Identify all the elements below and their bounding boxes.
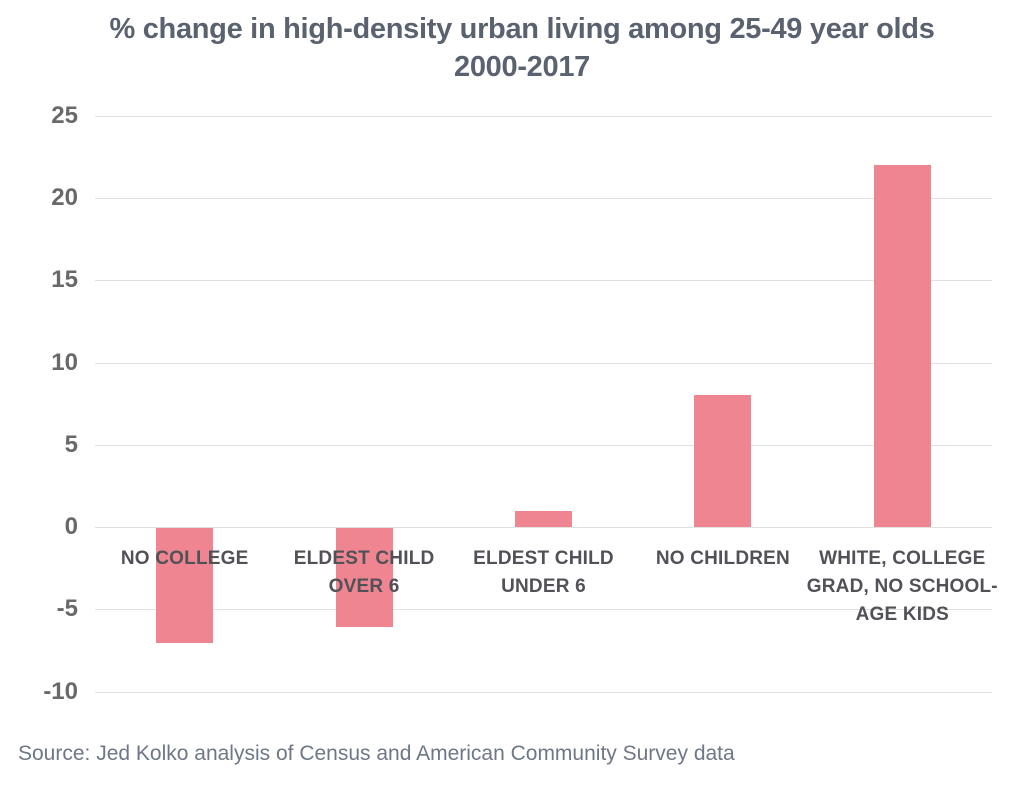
chart-title: % change in high-density urban living am… bbox=[109, 13, 935, 45]
category-label: ELDEST CHILD OVER 6 bbox=[293, 548, 435, 597]
gridline-15 bbox=[95, 280, 992, 282]
y-axis-tick-label: -5 bbox=[56, 595, 78, 623]
y-axis-tick-label: -10 bbox=[43, 677, 78, 705]
bar-no-college bbox=[156, 528, 214, 644]
gridline--5 bbox=[95, 609, 992, 611]
y-axis-tick-label: 10 bbox=[51, 348, 78, 376]
chart-subtitle: 2000-2017 bbox=[454, 51, 590, 83]
gridline-25 bbox=[95, 115, 992, 117]
category-label: NO COLLEGE bbox=[120, 548, 249, 569]
y-axis-tick-label: 25 bbox=[51, 101, 78, 129]
source-note: Source: Jed Kolko analysis of Census and… bbox=[18, 742, 735, 765]
gridline-5 bbox=[95, 444, 992, 446]
gridline--10 bbox=[95, 691, 992, 693]
bar-eldest-child-under-6 bbox=[515, 510, 572, 527]
y-axis-tick-label: 0 bbox=[64, 513, 78, 540]
gridline-10 bbox=[95, 362, 992, 364]
bar-no-children bbox=[694, 395, 752, 527]
chart-title-block: % change in high-density urban living am… bbox=[62, 10, 982, 86]
category-label: WHITE, COLLEGE GRAD, NO SCHOOL-AGE KIDS bbox=[806, 548, 998, 625]
gridline-20 bbox=[95, 198, 992, 199]
category-label: NO CHILDREN bbox=[655, 548, 790, 569]
category-label: ELDEST CHILD UNDER 6 bbox=[473, 548, 614, 597]
bar-white-college-grad-no-school-age-kids bbox=[873, 165, 931, 527]
bar-eldest-child-over-6 bbox=[335, 528, 393, 627]
y-axis-tick-label: 5 bbox=[64, 430, 78, 458]
y-axis-tick-label: 20 bbox=[51, 184, 78, 211]
y-axis-tick-label: 15 bbox=[51, 266, 78, 294]
gridline-0 bbox=[95, 527, 992, 528]
